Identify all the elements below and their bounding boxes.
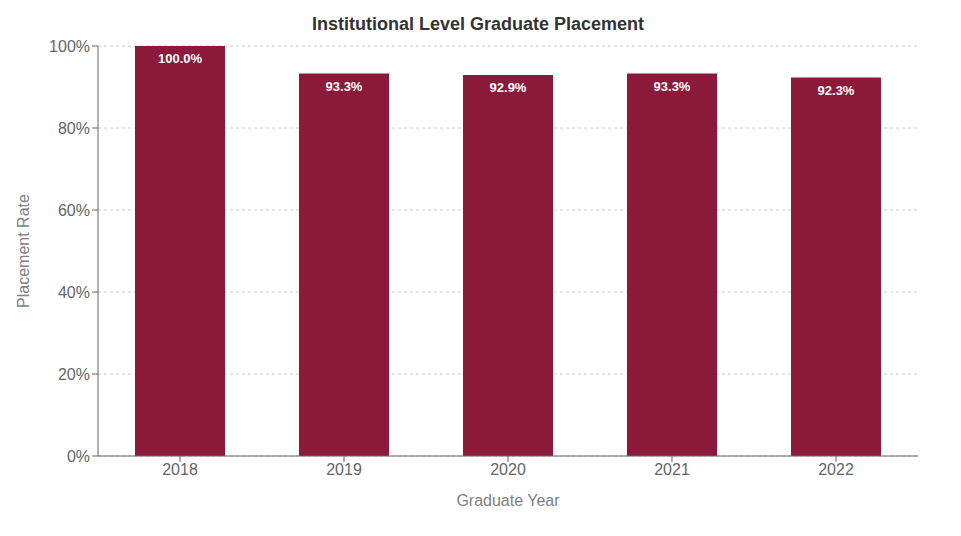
svg-text:2021: 2021: [654, 461, 690, 478]
svg-text:2022: 2022: [818, 461, 854, 478]
svg-text:2020: 2020: [490, 461, 526, 478]
svg-text:0%: 0%: [67, 448, 90, 465]
svg-text:93.3%: 93.3%: [654, 79, 691, 94]
svg-text:80%: 80%: [58, 120, 90, 137]
svg-text:Placement Rate: Placement Rate: [15, 194, 32, 308]
svg-text:100%: 100%: [49, 38, 90, 55]
svg-text:2018: 2018: [162, 461, 198, 478]
svg-text:Graduate Year: Graduate Year: [456, 492, 560, 509]
svg-text:92.3%: 92.3%: [818, 83, 855, 98]
html-text:Institutional Level Graduate P: Institutional Level Graduate Placement: [312, 14, 644, 34]
svg-text:20%: 20%: [58, 366, 90, 383]
svg-text:60%: 60%: [58, 202, 90, 219]
svg-text:100.0%: 100.0%: [158, 51, 203, 66]
svg-text:2019: 2019: [326, 461, 362, 478]
svg-text:93.3%: 93.3%: [326, 79, 363, 94]
svg-text:40%: 40%: [58, 284, 90, 301]
svg-text:92.9%: 92.9%: [490, 80, 527, 95]
